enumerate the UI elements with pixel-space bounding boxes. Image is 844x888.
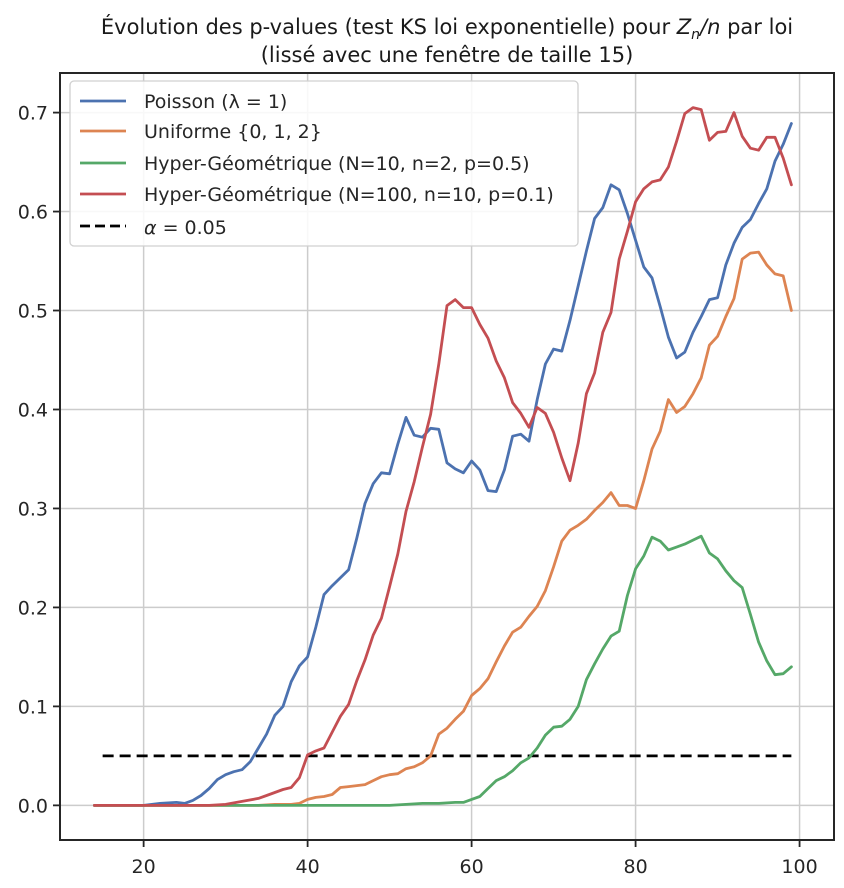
chart-title: Évolution des p-values (test KS loi expo… — [101, 14, 793, 43]
x-tick-label: 20 — [132, 856, 156, 878]
y-tick-label: 0.4 — [18, 399, 48, 421]
y-tick-label: 0.0 — [18, 795, 48, 817]
legend-label-hypergeo-100: Hyper-Géométrique (N=100, n=10, p=0.1) — [144, 184, 554, 206]
series-line-poisson — [93, 122, 793, 807]
legend-box — [69, 80, 579, 247]
y-tick-label: 0.6 — [18, 202, 48, 224]
legend-label-alpha: α = 0.05 — [144, 217, 227, 239]
y-tick-label: 0.1 — [18, 696, 48, 718]
y-tick-label: 0.7 — [18, 103, 48, 125]
legend-label-hypergeo-10: Hyper-Géométrique (N=10, n=2, p=0.5) — [144, 153, 530, 175]
x-tick-label: 60 — [460, 856, 484, 878]
x-tick-label: 80 — [623, 856, 647, 878]
plot-frame — [59, 72, 835, 841]
x-tick-label: 40 — [296, 856, 320, 878]
legend: Poisson (λ = 1) Uniforme {0, 1, 2} Hyper… — [69, 80, 579, 247]
legend-label-poisson: Poisson (λ = 1) — [144, 91, 287, 113]
x-tick-label: 100 — [781, 856, 817, 878]
series-line-hypergeo-10 — [93, 534, 793, 807]
legend-label-uniforme: Uniforme {0, 1, 2} — [144, 121, 322, 143]
y-tick-label: 0.3 — [18, 498, 48, 520]
ticks: 20 40 60 80 100 0.0 0.1 0.2 0.3 0.4 0.5 0.6 0.7 — [18, 103, 818, 878]
y-tick-label: 0.5 — [18, 301, 48, 323]
chart-subtitle: (lissé avec une fenêtre de taille 15) — [261, 43, 634, 67]
series-line-uniforme — [93, 250, 793, 807]
series-layer — [93, 106, 793, 807]
y-tick-label: 0.2 — [18, 597, 48, 619]
series-line-hypergeo-100 — [93, 106, 793, 807]
